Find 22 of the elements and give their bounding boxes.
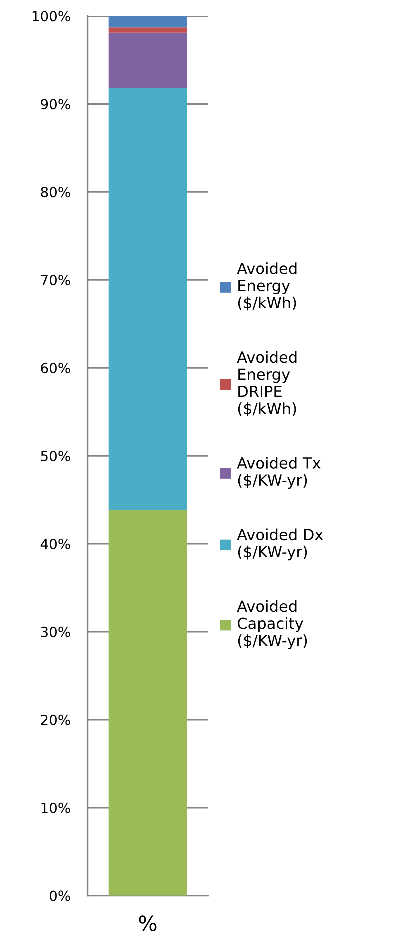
y-tick-label: 50% <box>41 450 70 462</box>
legend-label: Avoided Energy ($/kWh) <box>237 262 297 311</box>
y-tick-label: 80% <box>41 187 70 198</box>
y-tick-label: 40% <box>40 538 70 550</box>
y-tick-label: 10% <box>42 802 70 814</box>
y-tick-label: 30% <box>41 626 70 638</box>
x-tick-label: % <box>139 916 157 932</box>
legend-label: Avoided Tx ($/KW-yr) <box>237 457 321 490</box>
legend-label: Avoided Dx ($/KW-yr) <box>237 528 324 561</box>
bar <box>108 28 188 33</box>
legend-label: Avoided Energy DRIPE ($/kWh) <box>237 351 297 417</box>
bar <box>108 32 188 88</box>
y-tick-label: 20% <box>41 714 70 726</box>
y-tick-label: 90% <box>41 99 70 110</box>
y-tick-label: 60% <box>41 363 70 374</box>
y-tick-label: 0% <box>50 890 70 902</box>
bar <box>108 88 188 511</box>
bar <box>108 16 188 28</box>
y-tick-label: 70% <box>41 275 70 286</box>
legend-label: Avoided Capacity ($/KW-yr) <box>237 600 308 650</box>
bar <box>108 510 188 896</box>
y-tick-label: 100% <box>32 11 70 22</box>
